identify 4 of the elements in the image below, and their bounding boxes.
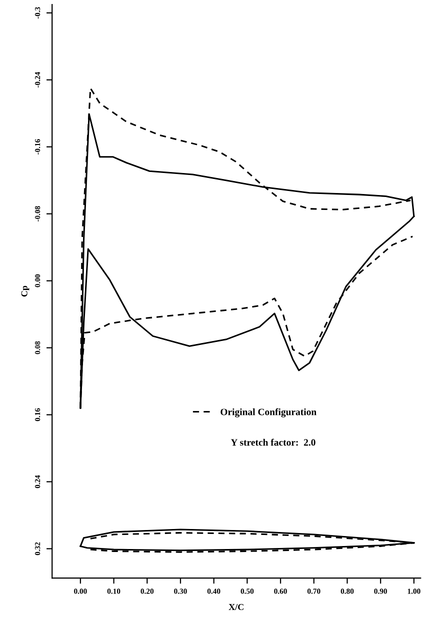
annotation: Y stretch factor: 2.0 xyxy=(230,438,316,446)
x-axis-title: X/C xyxy=(228,604,244,610)
y-axis-title: Cp xyxy=(21,286,30,297)
legend-label: Original Configuration xyxy=(220,408,316,418)
